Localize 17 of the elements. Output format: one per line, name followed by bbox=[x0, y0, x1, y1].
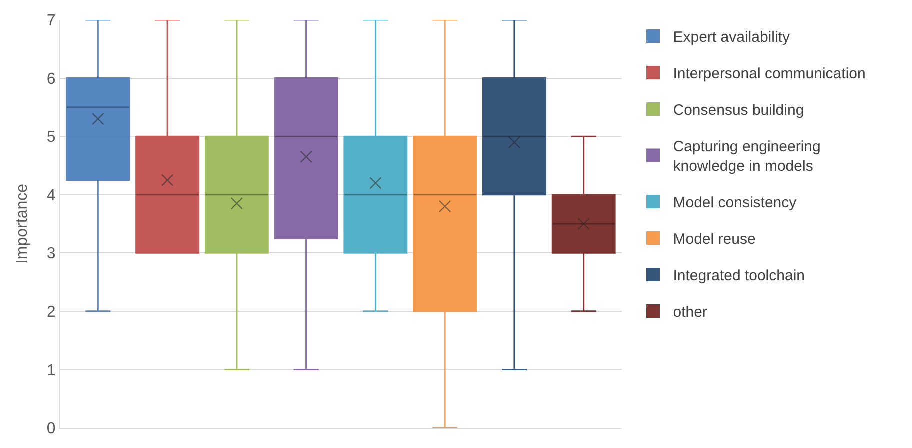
y-tick-label: 0 bbox=[46, 420, 56, 438]
legend-label: Model reuse bbox=[673, 231, 756, 248]
y-tick-label: 5 bbox=[46, 129, 56, 146]
y-tick-label: 1 bbox=[46, 362, 56, 380]
legend-label: Capturing engineering knowledge in models bbox=[673, 138, 821, 176]
legend-label: Expert availability bbox=[673, 29, 790, 46]
legend-label: Integrated toolchain bbox=[673, 268, 806, 285]
y-tick-label: 6 bbox=[46, 70, 56, 88]
legend-label: other bbox=[673, 304, 708, 322]
y-tick-label: 7 bbox=[46, 12, 56, 30]
legend-label: Consensus building bbox=[673, 102, 804, 120]
legend-label: Model consistency bbox=[673, 194, 798, 212]
y-tick-label: 4 bbox=[46, 187, 56, 204]
legend-label: Interpersonal communication bbox=[673, 66, 866, 83]
y-tick-label: 2 bbox=[46, 304, 56, 322]
y-tick-label: 3 bbox=[46, 246, 56, 263]
y-axis-title: Importance bbox=[14, 184, 31, 264]
